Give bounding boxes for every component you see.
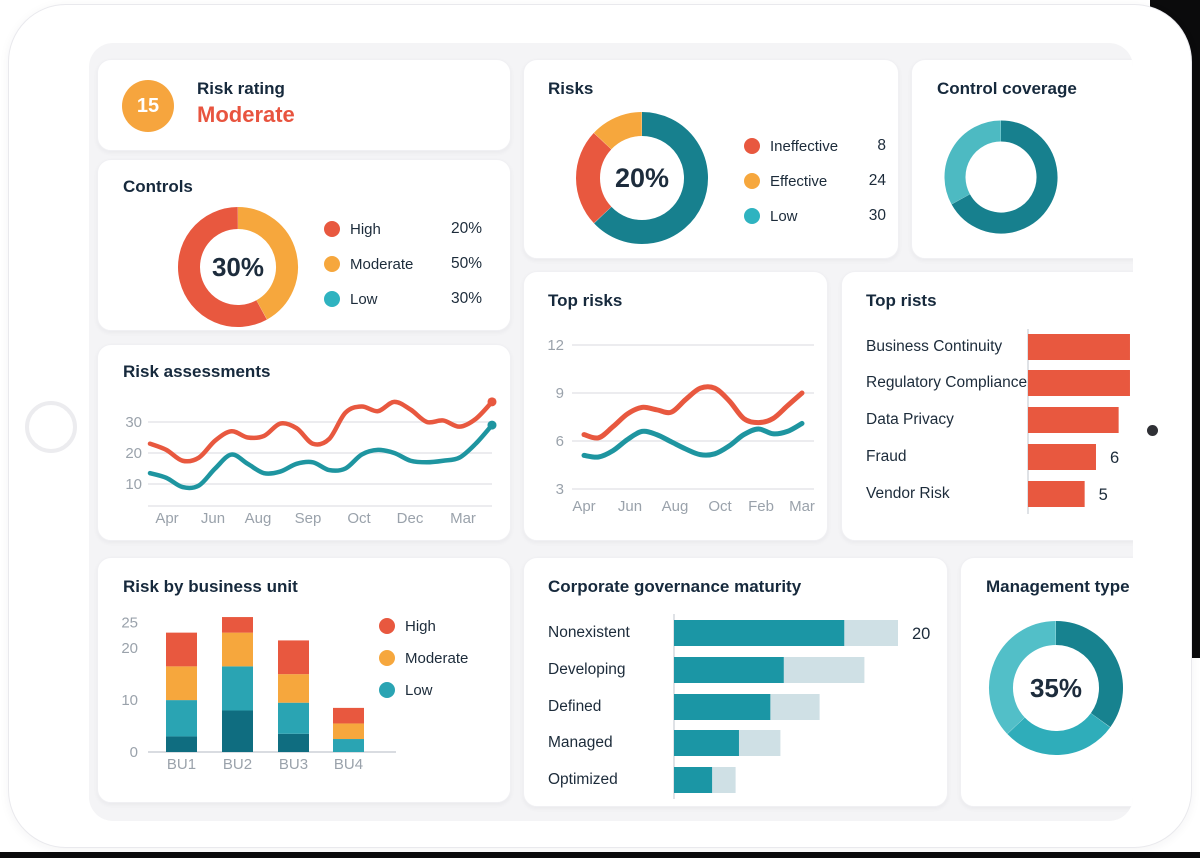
svg-text:9: 9 bbox=[556, 385, 564, 402]
legend-item-high: High bbox=[379, 614, 436, 638]
corporate-governance-title: Corporate governance maturity bbox=[548, 577, 802, 596]
svg-text:35%: 35% bbox=[1030, 673, 1082, 703]
controls-title: Controls bbox=[123, 177, 193, 196]
top-rists-title: Top rists bbox=[866, 291, 937, 310]
card-risk-assessments: Risk assessments 30 20 10 Apr Jun Aug Sep Oct De… bbox=[97, 344, 511, 541]
legend-item-high: High 20% bbox=[324, 217, 482, 241]
risk-rating-status: Moderate bbox=[197, 102, 295, 127]
svg-text:Sep: Sep bbox=[295, 510, 322, 527]
risks-title: Risks bbox=[548, 79, 594, 98]
dashboard-screen: 15 Risk rating Moderate Risks 20% Ineffe… bbox=[89, 43, 1133, 821]
legend-item-moderate: Moderate bbox=[379, 646, 468, 670]
top-risks-title: Top risks bbox=[548, 291, 623, 310]
svg-text:BU4: BU4 bbox=[334, 756, 363, 773]
svg-text:Dec: Dec bbox=[397, 510, 424, 527]
risk-by-business-unit-chart: 25 20 10 0 BU1 BU2 BU3 BU4 bbox=[121, 614, 396, 773]
svg-text:BU2: BU2 bbox=[223, 756, 252, 773]
svg-text:Mar: Mar bbox=[450, 510, 476, 527]
svg-text:0: 0 bbox=[130, 744, 138, 761]
card-top-risks: Top risks 12 9 6 3 Apr Jun Aug Oct Feb Mar bbox=[523, 271, 828, 541]
svg-text:30%: 30% bbox=[212, 252, 264, 282]
control-coverage-donut-chart bbox=[944, 120, 1058, 234]
bar-label-managed: Managed bbox=[548, 734, 613, 751]
risk-score-badge: 15 bbox=[122, 80, 174, 132]
svg-text:10: 10 bbox=[125, 476, 142, 493]
bar-label-fraud: Fraud bbox=[866, 448, 907, 465]
svg-text:6: 6 bbox=[556, 433, 564, 450]
svg-text:20: 20 bbox=[912, 625, 930, 643]
svg-text:Apr: Apr bbox=[572, 498, 595, 515]
svg-text:30: 30 bbox=[125, 414, 142, 431]
bar-label-data-privacy: Data Privacy bbox=[866, 411, 954, 428]
svg-text:3: 3 bbox=[556, 481, 564, 498]
tablet-device: 15 Risk rating Moderate Risks 20% Ineffe… bbox=[8, 4, 1192, 848]
top-rists-bar-chart: 65 bbox=[1027, 329, 1130, 514]
svg-text:25: 25 bbox=[121, 614, 138, 631]
svg-text:Apr: Apr bbox=[155, 510, 178, 527]
svg-text:Mar: Mar bbox=[789, 498, 815, 515]
legend-dot-effective bbox=[744, 173, 760, 189]
bar-label-regulatory-compliance: Regulatory Compliance bbox=[866, 374, 1028, 391]
management-type-donut-chart: 35% bbox=[989, 621, 1123, 755]
svg-text:BU1: BU1 bbox=[167, 756, 196, 773]
bar-label-business-continuity: Business Continuity bbox=[866, 338, 1003, 355]
legend-item-low: Low 30 bbox=[744, 204, 886, 228]
dark-backdrop-bottom-strip bbox=[0, 852, 1200, 858]
legend-dot-moderate bbox=[324, 256, 340, 272]
legend-dot-low bbox=[744, 208, 760, 224]
card-control-coverage: Control coverage bbox=[911, 59, 1133, 259]
svg-text:20: 20 bbox=[121, 640, 138, 657]
card-controls: Controls 30% High 20% Moderate 50% Low 3… bbox=[97, 159, 511, 331]
legend-dot-low bbox=[324, 291, 340, 307]
side-camera-dot-icon bbox=[1147, 425, 1158, 436]
card-management-type: Management type 35% bbox=[960, 557, 1133, 807]
card-risk-by-business-unit: Risk by business unit 25 20 10 0 BU1 BU2 BU3 BU… bbox=[97, 557, 511, 803]
risk-by-business-unit-title: Risk by business unit bbox=[123, 577, 298, 596]
bar-label-nonexistent: Nonexistent bbox=[548, 624, 630, 641]
svg-text:BU3: BU3 bbox=[279, 756, 308, 773]
card-corporate-governance: Corporate governance maturity Nonexisten… bbox=[523, 557, 948, 807]
risk-rating-title: Risk rating bbox=[197, 79, 285, 98]
svg-text:Oct: Oct bbox=[347, 510, 371, 527]
bar-label-defined: Defined bbox=[548, 698, 602, 715]
svg-text:Aug: Aug bbox=[245, 510, 272, 527]
svg-text:Feb: Feb bbox=[748, 498, 774, 515]
legend-item-low: Low bbox=[379, 678, 433, 702]
legend-dot-ineffective bbox=[744, 138, 760, 154]
svg-text:Aug: Aug bbox=[662, 498, 689, 515]
svg-text:10: 10 bbox=[121, 692, 138, 709]
svg-text:6: 6 bbox=[1110, 449, 1119, 467]
management-type-title: Management type bbox=[986, 577, 1130, 596]
svg-text:20%: 20% bbox=[615, 163, 669, 193]
svg-text:12: 12 bbox=[547, 337, 564, 354]
legend-item-effective: Effective 24 bbox=[744, 169, 886, 193]
camera-ring-icon bbox=[25, 401, 77, 453]
legend-dot-moderate bbox=[379, 650, 395, 666]
card-top-rists: Top rists Business Continuity Regulatory… bbox=[841, 271, 1133, 541]
legend-item-moderate: Moderate 50% bbox=[324, 252, 482, 276]
svg-text:Jun: Jun bbox=[618, 498, 642, 515]
svg-text:Oct: Oct bbox=[708, 498, 732, 515]
legend-item-ineffective: Ineffective 8 bbox=[744, 134, 886, 158]
bar-label-developing: Developing bbox=[548, 661, 626, 678]
bar-label-optimized: Optimized bbox=[548, 771, 618, 788]
legend-item-low: Low 30% bbox=[324, 287, 482, 311]
risks-donut-chart: 20% bbox=[576, 112, 708, 244]
controls-donut-chart: 30% bbox=[178, 207, 298, 327]
svg-text:5: 5 bbox=[1099, 486, 1108, 504]
risk-assessments-title: Risk assessments bbox=[123, 362, 271, 381]
legend-dot-high bbox=[324, 221, 340, 237]
legend-dot-low bbox=[379, 682, 395, 698]
risk-assessments-line-chart: 30 20 10 Apr Jun Aug Sep Oct Dec Mar bbox=[125, 397, 497, 527]
card-risk-rating: 15 Risk rating Moderate bbox=[97, 59, 511, 151]
legend-dot-high bbox=[379, 618, 395, 634]
svg-text:Jun: Jun bbox=[201, 510, 225, 527]
svg-text:20: 20 bbox=[125, 445, 142, 462]
corporate-governance-bar-chart: 20 bbox=[673, 614, 930, 799]
card-risks: Risks 20% Ineffective 8 Effective 24 Low… bbox=[523, 59, 899, 259]
top-risks-line-chart: 12 9 6 3 Apr Jun Aug Oct Feb Mar bbox=[547, 337, 815, 515]
bar-label-vendor-risk: Vendor Risk bbox=[866, 485, 950, 502]
control-coverage-title: Control coverage bbox=[937, 79, 1077, 98]
